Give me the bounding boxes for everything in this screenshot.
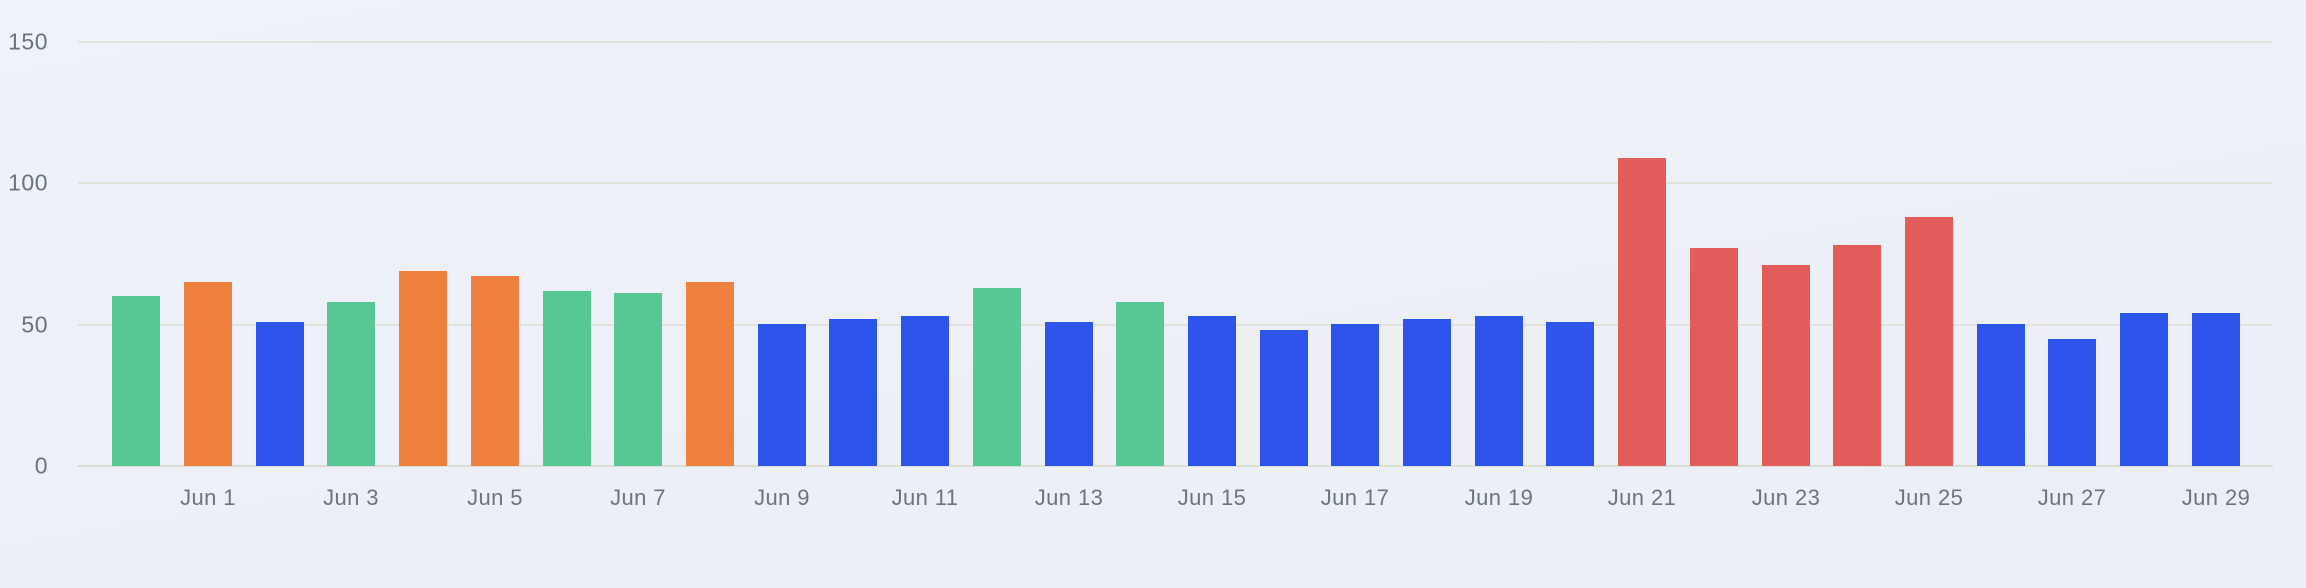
- bar-may-31[interactable]: [112, 296, 160, 466]
- bar-jun-22[interactable]: [1690, 248, 1738, 466]
- x-tick-label-jun-11: Jun 11: [891, 485, 959, 510]
- bar-jun-8[interactable]: [686, 282, 734, 466]
- gridline-y-150: [78, 41, 2273, 43]
- gridline-y-50: [78, 324, 2273, 326]
- bar-jun-10[interactable]: [829, 319, 877, 466]
- x-tick-label-jun-15: Jun 15: [1177, 485, 1247, 510]
- bar-jun-15[interactable]: [1188, 316, 1236, 466]
- x-tick-label-jun-17: Jun 17: [1320, 485, 1390, 510]
- x-tick-label-jun-29: Jun 29: [2181, 485, 2251, 510]
- bar-jun-3[interactable]: [327, 302, 375, 466]
- y-tick-label-0: 0: [34, 452, 48, 479]
- bar-jun-26[interactable]: [1977, 324, 2025, 466]
- x-tick-label-jun-19: Jun 19: [1464, 485, 1534, 510]
- bar-jun-13[interactable]: [1045, 322, 1093, 466]
- y-tick-label-100: 100: [8, 169, 48, 196]
- x-tick-label-jun-3: Jun 3: [323, 485, 379, 510]
- x-tick-label-jun-27: Jun 27: [2037, 485, 2107, 510]
- bar-jun-28[interactable]: [2120, 313, 2168, 466]
- bar-jun-21[interactable]: [1618, 158, 1666, 466]
- bar-jun-5[interactable]: [471, 276, 519, 466]
- bar-jun-9[interactable]: [758, 324, 806, 466]
- bar-jun-25[interactable]: [1905, 217, 1953, 466]
- bar-jun-19[interactable]: [1475, 316, 1523, 466]
- bar-jun-18[interactable]: [1403, 319, 1451, 466]
- bar-jun-16[interactable]: [1260, 330, 1308, 466]
- bar-jun-4[interactable]: [399, 271, 447, 466]
- x-tick-label-jun-25: Jun 25: [1894, 485, 1964, 510]
- x-tick-label-jun-13: Jun 13: [1034, 485, 1104, 510]
- x-tick-label-jun-1: Jun 1: [180, 485, 236, 510]
- bar-jun-11[interactable]: [901, 316, 949, 466]
- x-tick-label-jun-5: Jun 5: [467, 485, 523, 510]
- bar-jun-24[interactable]: [1833, 245, 1881, 466]
- gridline-y-100: [78, 182, 2273, 184]
- bar-jun-23[interactable]: [1762, 265, 1810, 466]
- x-tick-label-jun-9: Jun 9: [754, 485, 810, 510]
- bar-jun-6[interactable]: [543, 291, 591, 466]
- bar-jun-29[interactable]: [2192, 313, 2240, 466]
- bar-jun-27[interactable]: [2048, 339, 2096, 466]
- bar-jun-14[interactable]: [1116, 302, 1164, 466]
- x-axis-line: [78, 465, 2273, 467]
- bar-jun-1[interactable]: [184, 282, 232, 466]
- bar-jun-2[interactable]: [256, 322, 304, 466]
- x-tick-label-jun-7: Jun 7: [610, 485, 666, 510]
- y-tick-label-50: 50: [21, 311, 48, 338]
- x-tick-label-jun-21: Jun 21: [1607, 485, 1677, 510]
- y-tick-label-150: 150: [8, 28, 48, 55]
- bar-jun-12[interactable]: [973, 288, 1021, 466]
- bar-jun-17[interactable]: [1331, 324, 1379, 466]
- bar-jun-20[interactable]: [1546, 322, 1594, 466]
- bar-jun-7[interactable]: [614, 293, 662, 466]
- x-tick-label-jun-23: Jun 23: [1751, 485, 1821, 510]
